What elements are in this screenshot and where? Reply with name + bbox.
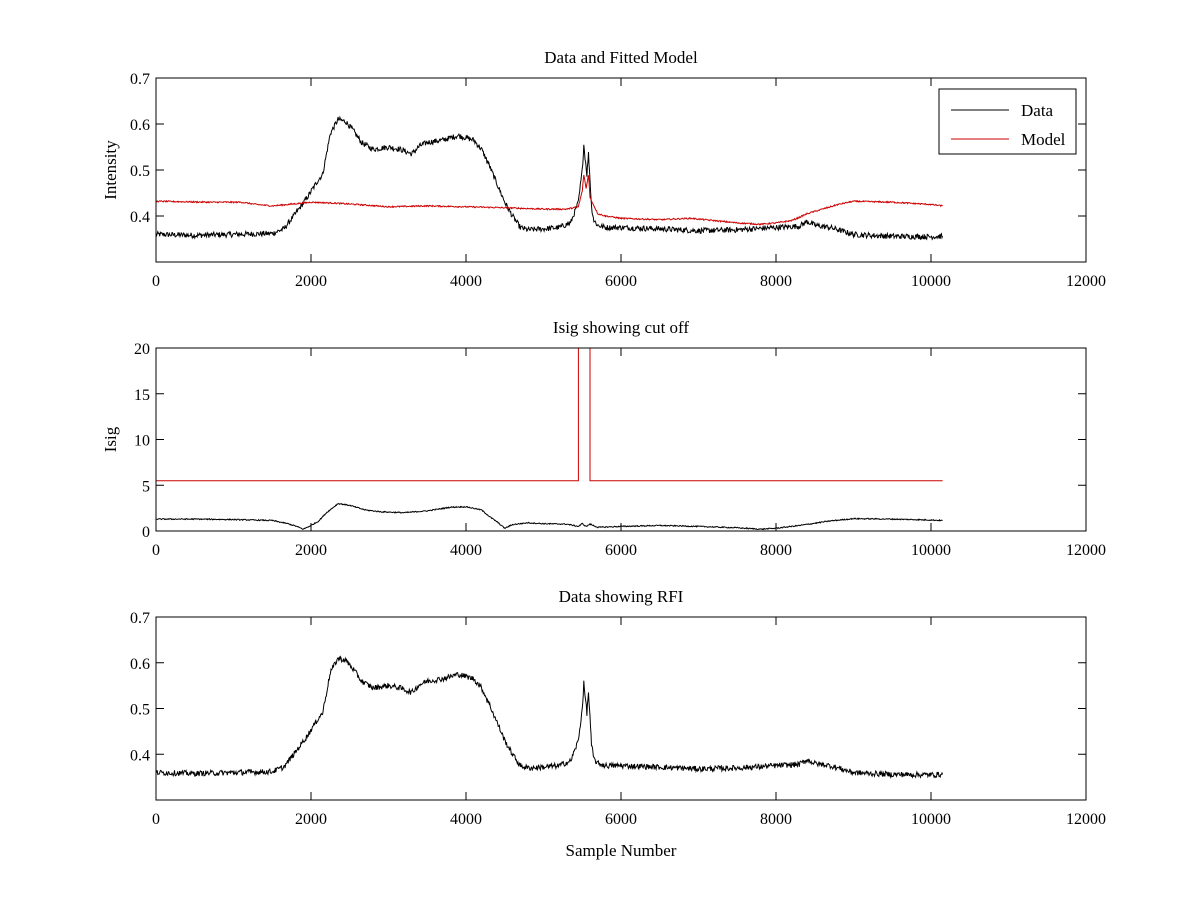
x-tick-label: 6000 xyxy=(605,811,637,828)
y-tick-label: 20 xyxy=(134,341,150,358)
x-tick-label: 10000 xyxy=(911,273,951,290)
x-tick-label: 0 xyxy=(152,273,160,290)
y-tick-label: 0.4 xyxy=(130,209,150,226)
x-tick-label: 12000 xyxy=(1066,273,1106,290)
chart-title: Isig showing cut off xyxy=(553,318,689,337)
series-line-1 xyxy=(156,655,944,779)
x-tick-label: 6000 xyxy=(605,542,637,559)
x-tick-label: 6000 xyxy=(605,273,637,290)
x-tick-label: 0 xyxy=(152,542,160,559)
y-tick-label: 5 xyxy=(142,478,150,495)
y-tick-label: 0.4 xyxy=(130,747,150,764)
x-tick-label: 12000 xyxy=(1066,542,1106,559)
x-tick-label: 2000 xyxy=(295,811,327,828)
x-axis-label: Sample Number xyxy=(566,841,677,860)
x-tick-label: 4000 xyxy=(450,273,482,290)
x-tick-label: 12000 xyxy=(1066,811,1106,828)
legend: Data Model xyxy=(938,88,1077,155)
y-tick-label: 0.6 xyxy=(130,117,150,134)
series-line-1 xyxy=(156,348,943,482)
y-axis-label: Isig xyxy=(101,426,120,452)
y-tick-label: 10 xyxy=(134,433,150,450)
legend-label-data: Data xyxy=(1021,101,1054,120)
subplot-3: 0 2000 4000 6000 8000 10000 12000 0.4 0.5 0.6 0.7 D… xyxy=(130,587,1106,860)
y-tick-label: 15 xyxy=(134,387,150,404)
y-tick-label: 0.7 xyxy=(130,71,150,88)
x-tick-label: 8000 xyxy=(760,811,792,828)
series-line-data xyxy=(156,115,944,241)
subplot-2: 0 2000 4000 6000 8000 10000 12000 0 5 10 15 20 Isig … xyxy=(101,318,1106,559)
y-tick-label: 0.7 xyxy=(130,610,150,627)
y-tick-label: 0 xyxy=(142,524,150,541)
x-tick-label: 8000 xyxy=(760,542,792,559)
x-tick-label: 4000 xyxy=(450,811,482,828)
y-tick-label: 0.5 xyxy=(130,163,150,180)
x-tick-label: 8000 xyxy=(760,273,792,290)
legend-box xyxy=(938,88,1077,155)
series-line-model xyxy=(156,174,943,226)
y-tick-label: 0.6 xyxy=(130,656,150,673)
y-tick-label: 0.5 xyxy=(130,702,150,719)
chart-title: Data and Fitted Model xyxy=(544,48,698,67)
x-tick-label: 2000 xyxy=(295,542,327,559)
y-axis-label: Intensity xyxy=(101,140,120,200)
x-tick-label: 0 xyxy=(152,811,160,828)
subplot-1: 0 2000 4000 6000 8000 10000 12000 0.4 0.5 0.6 0.7 D… xyxy=(101,48,1106,290)
axes-frame xyxy=(155,616,1087,801)
x-tick-label: 10000 xyxy=(911,811,951,828)
x-tick-label: 2000 xyxy=(295,273,327,290)
x-tick-label: 4000 xyxy=(450,542,482,559)
chart-title: Data showing RFI xyxy=(559,587,684,606)
x-tick-label: 10000 xyxy=(911,542,951,559)
legend-label-model: Model xyxy=(1021,130,1066,149)
axes-frame xyxy=(155,347,1087,532)
series-line-2 xyxy=(156,502,943,531)
